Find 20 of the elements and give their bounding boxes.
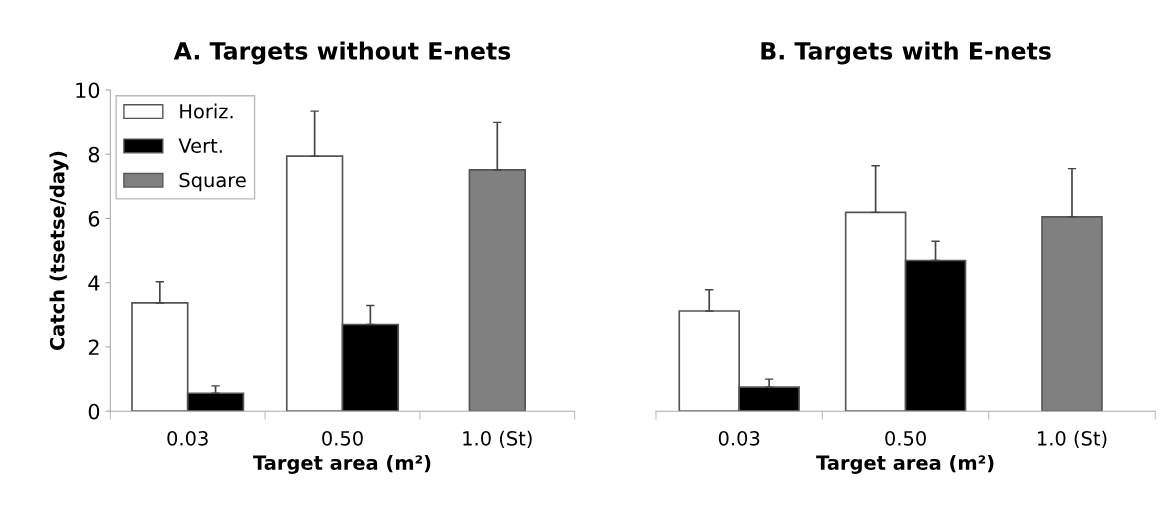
x-axis-title: Target area (m²): [816, 455, 994, 474]
x-tick-label: 0.50: [322, 430, 363, 446]
y-tick-label: 10: [76, 82, 100, 99]
x-tick-label: 0.03: [167, 430, 208, 446]
y-tick-label: 0: [88, 403, 100, 420]
x-tick-label: 0.03: [718, 430, 760, 446]
y-tick-label: 4: [88, 275, 100, 291]
x-tick-label: 1.0 (St): [1038, 430, 1107, 448]
chart-title: A. Targets without E-nets: [173, 41, 511, 65]
legend-label: Square: [179, 172, 246, 192]
y-tick-label: 6: [88, 210, 100, 227]
chart-title: B. Targets with E-nets: [761, 41, 1051, 65]
x-axis-title: Target area (m²): [253, 455, 431, 474]
y-tick-label: 8: [88, 146, 100, 163]
y-tick-label: 2: [88, 339, 99, 355]
y-axis-title: Catch (tsetse/day): [49, 151, 69, 351]
legend-label: Vert.: [178, 138, 222, 153]
legend-label: Horiz.: [180, 103, 233, 119]
x-tick-label: 1.0 (St): [463, 430, 532, 448]
x-tick-label: 0.50: [885, 430, 926, 446]
